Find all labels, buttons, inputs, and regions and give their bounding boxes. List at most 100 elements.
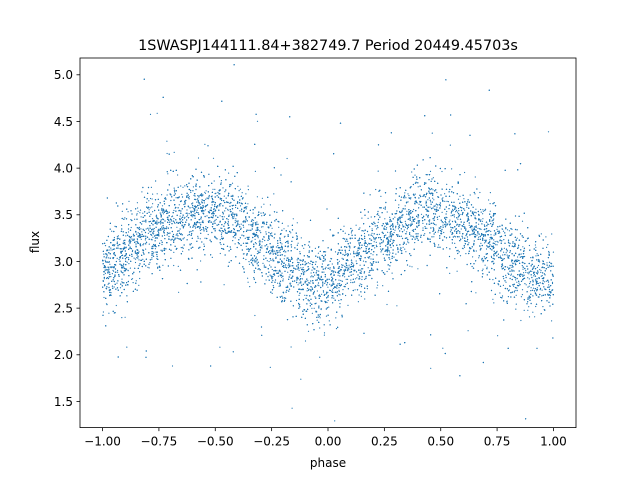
data-point [103,253,105,255]
data-point [382,253,384,255]
data-point [220,233,222,235]
data-point [366,246,368,248]
data-point [106,256,108,258]
data-point [296,235,298,237]
data-point [269,204,271,206]
data-point [344,232,346,234]
data-point [535,255,537,257]
data-point [245,193,247,195]
data-point [245,217,247,219]
data-point [353,256,355,258]
data-point [386,227,388,229]
data-point [525,271,527,273]
data-point [475,250,477,252]
data-point [220,227,222,229]
data-point [110,292,112,294]
data-point [509,251,511,253]
data-point [321,263,323,265]
data-point [525,269,527,271]
data-point [162,249,164,251]
data-point [537,282,539,284]
data-point [395,253,397,255]
data-point [514,262,516,264]
data-point [523,309,525,311]
data-point [219,239,221,241]
data-point [416,225,418,227]
data-point [459,213,461,216]
data-point [333,266,335,268]
data-point [411,221,413,223]
data-point [255,243,257,245]
data-point [157,228,160,230]
data-point [109,266,111,268]
data-point [389,258,391,260]
data-point [385,234,387,236]
data-point [180,247,182,249]
data-point [341,257,343,259]
data-point [149,220,152,222]
data-point [527,272,529,274]
data-point [311,312,313,314]
data-point [288,260,290,263]
data-point [506,229,509,231]
data-point [464,171,466,174]
data-point [494,243,496,245]
data-point [278,285,280,287]
data-point [355,260,357,262]
data-point [160,229,162,231]
data-point [202,199,204,202]
data-point [409,265,411,267]
data-point [132,249,134,251]
data-point [375,241,377,243]
data-point [404,205,406,207]
data-point [252,212,254,214]
data-point [126,261,128,263]
data-point [319,256,321,258]
data-point [436,206,438,208]
data-point [231,182,234,184]
data-point [510,234,512,236]
data-point [374,239,376,241]
data-point [279,283,281,285]
data-point [273,193,275,195]
data-point [301,278,303,280]
data-point [161,226,163,228]
data-point [137,207,139,209]
data-point [313,290,315,292]
data-point [512,242,514,244]
data-point [128,200,130,202]
data-point [384,218,386,220]
data-point [484,242,486,244]
data-point [528,316,531,318]
data-point [524,283,526,285]
data-point [489,192,491,194]
data-point [442,224,444,226]
data-point [324,260,326,262]
data-point [168,223,170,226]
data-point [358,242,360,244]
data-point [143,253,145,255]
data-point [325,266,327,268]
data-point [429,206,431,208]
data-point [392,225,394,227]
data-point [311,275,313,277]
data-point [326,301,328,304]
data-point [277,251,279,253]
data-point [527,277,529,279]
data-point [283,262,285,264]
data-point [439,205,442,207]
data-point [141,191,143,193]
data-point [122,249,124,251]
data-point [404,233,407,235]
data-point [511,261,513,263]
data-point [370,243,372,245]
data-point [537,271,539,273]
data-point [207,198,209,200]
data-point [300,237,302,239]
data-point [528,273,530,275]
data-point [364,278,366,280]
data-point [331,284,333,286]
data-point [232,240,234,242]
data-point [489,239,491,241]
data-point [434,205,436,207]
